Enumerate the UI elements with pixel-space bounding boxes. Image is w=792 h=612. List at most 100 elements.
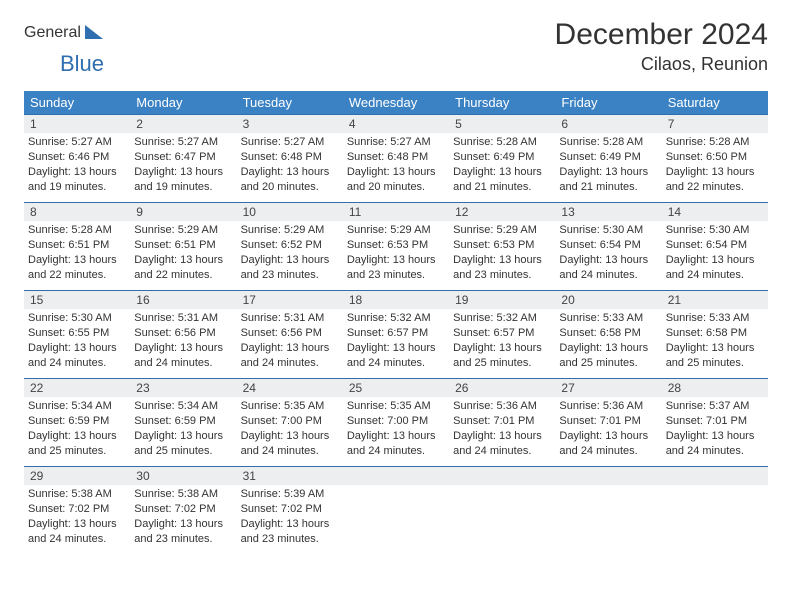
day-cell: 12Sunrise: 5:29 AMSunset: 6:53 PMDayligh…: [449, 203, 555, 291]
day-number: 30: [130, 467, 236, 485]
day-info: Sunrise: 5:27 AMSunset: 6:46 PMDaylight:…: [24, 133, 130, 194]
day-number: 5: [449, 115, 555, 133]
location: Cilaos, Reunion: [555, 54, 768, 75]
day-cell: 18Sunrise: 5:32 AMSunset: 6:57 PMDayligh…: [343, 291, 449, 379]
day-number: 24: [237, 379, 343, 397]
day-number: 20: [555, 291, 661, 309]
day-cell: 21Sunrise: 5:33 AMSunset: 6:58 PMDayligh…: [662, 291, 768, 379]
day-info: Sunrise: 5:35 AMSunset: 7:00 PMDaylight:…: [237, 397, 343, 458]
day-number: 6: [555, 115, 661, 133]
day-info: Sunrise: 5:33 AMSunset: 6:58 PMDaylight:…: [662, 309, 768, 370]
day-info: Sunrise: 5:32 AMSunset: 6:57 PMDaylight:…: [449, 309, 555, 370]
day-info: Sunrise: 5:36 AMSunset: 7:01 PMDaylight:…: [449, 397, 555, 458]
day-number: 14: [662, 203, 768, 221]
day-info: Sunrise: 5:37 AMSunset: 7:01 PMDaylight:…: [662, 397, 768, 458]
day-cell: 15Sunrise: 5:30 AMSunset: 6:55 PMDayligh…: [24, 291, 130, 379]
day-cell: 20Sunrise: 5:33 AMSunset: 6:58 PMDayligh…: [555, 291, 661, 379]
week-row: 22Sunrise: 5:34 AMSunset: 6:59 PMDayligh…: [24, 379, 768, 467]
week-row: 29Sunrise: 5:38 AMSunset: 7:02 PMDayligh…: [24, 467, 768, 555]
day-cell: 24Sunrise: 5:35 AMSunset: 7:00 PMDayligh…: [237, 379, 343, 467]
day-cell: 16Sunrise: 5:31 AMSunset: 6:56 PMDayligh…: [130, 291, 236, 379]
day-cell: [449, 467, 555, 555]
weekday-header: Saturday: [662, 91, 768, 115]
day-cell: 3Sunrise: 5:27 AMSunset: 6:48 PMDaylight…: [237, 115, 343, 203]
day-cell: 27Sunrise: 5:36 AMSunset: 7:01 PMDayligh…: [555, 379, 661, 467]
day-cell: 8Sunrise: 5:28 AMSunset: 6:51 PMDaylight…: [24, 203, 130, 291]
day-number: 21: [662, 291, 768, 309]
day-cell: 23Sunrise: 5:34 AMSunset: 6:59 PMDayligh…: [130, 379, 236, 467]
day-number: 16: [130, 291, 236, 309]
day-number: 4: [343, 115, 449, 133]
week-row: 1Sunrise: 5:27 AMSunset: 6:46 PMDaylight…: [24, 115, 768, 203]
day-cell: 7Sunrise: 5:28 AMSunset: 6:50 PMDaylight…: [662, 115, 768, 203]
day-number: 27: [555, 379, 661, 397]
weekday-header: Tuesday: [237, 91, 343, 115]
day-number: [662, 467, 768, 485]
day-info: Sunrise: 5:30 AMSunset: 6:54 PMDaylight:…: [555, 221, 661, 282]
day-number: 7: [662, 115, 768, 133]
weekday-header: Wednesday: [343, 91, 449, 115]
weekday-header: Thursday: [449, 91, 555, 115]
day-number: 26: [449, 379, 555, 397]
month-title: December 2024: [555, 18, 768, 52]
day-info: Sunrise: 5:33 AMSunset: 6:58 PMDaylight:…: [555, 309, 661, 370]
day-info: Sunrise: 5:31 AMSunset: 6:56 PMDaylight:…: [130, 309, 236, 370]
day-info: Sunrise: 5:34 AMSunset: 6:59 PMDaylight:…: [130, 397, 236, 458]
week-row: 15Sunrise: 5:30 AMSunset: 6:55 PMDayligh…: [24, 291, 768, 379]
day-cell: 6Sunrise: 5:28 AMSunset: 6:49 PMDaylight…: [555, 115, 661, 203]
day-cell: 19Sunrise: 5:32 AMSunset: 6:57 PMDayligh…: [449, 291, 555, 379]
day-cell: 28Sunrise: 5:37 AMSunset: 7:01 PMDayligh…: [662, 379, 768, 467]
day-cell: 2Sunrise: 5:27 AMSunset: 6:47 PMDaylight…: [130, 115, 236, 203]
day-cell: 14Sunrise: 5:30 AMSunset: 6:54 PMDayligh…: [662, 203, 768, 291]
day-number: 15: [24, 291, 130, 309]
day-info: Sunrise: 5:29 AMSunset: 6:51 PMDaylight:…: [130, 221, 236, 282]
day-cell: 10Sunrise: 5:29 AMSunset: 6:52 PMDayligh…: [237, 203, 343, 291]
day-info: Sunrise: 5:35 AMSunset: 7:00 PMDaylight:…: [343, 397, 449, 458]
day-cell: 11Sunrise: 5:29 AMSunset: 6:53 PMDayligh…: [343, 203, 449, 291]
week-row: 8Sunrise: 5:28 AMSunset: 6:51 PMDaylight…: [24, 203, 768, 291]
day-info: Sunrise: 5:36 AMSunset: 7:01 PMDaylight:…: [555, 397, 661, 458]
day-info: Sunrise: 5:31 AMSunset: 6:56 PMDaylight:…: [237, 309, 343, 370]
day-number: 22: [24, 379, 130, 397]
day-info: Sunrise: 5:28 AMSunset: 6:49 PMDaylight:…: [449, 133, 555, 194]
day-cell: 13Sunrise: 5:30 AMSunset: 6:54 PMDayligh…: [555, 203, 661, 291]
day-number: 19: [449, 291, 555, 309]
day-info: Sunrise: 5:32 AMSunset: 6:57 PMDaylight:…: [343, 309, 449, 370]
day-cell: 9Sunrise: 5:29 AMSunset: 6:51 PMDaylight…: [130, 203, 236, 291]
day-number: 8: [24, 203, 130, 221]
day-number: 12: [449, 203, 555, 221]
day-cell: 22Sunrise: 5:34 AMSunset: 6:59 PMDayligh…: [24, 379, 130, 467]
day-info: Sunrise: 5:38 AMSunset: 7:02 PMDaylight:…: [24, 485, 130, 546]
day-number: 2: [130, 115, 236, 133]
day-number: [555, 467, 661, 485]
day-number: 18: [343, 291, 449, 309]
day-cell: 30Sunrise: 5:38 AMSunset: 7:02 PMDayligh…: [130, 467, 236, 555]
day-cell: 29Sunrise: 5:38 AMSunset: 7:02 PMDayligh…: [24, 467, 130, 555]
calendar-body: 1Sunrise: 5:27 AMSunset: 6:46 PMDaylight…: [24, 115, 768, 555]
day-number: 11: [343, 203, 449, 221]
day-cell: [555, 467, 661, 555]
weekday-header-row: Sunday Monday Tuesday Wednesday Thursday…: [24, 91, 768, 115]
day-cell: 1Sunrise: 5:27 AMSunset: 6:46 PMDaylight…: [24, 115, 130, 203]
day-number: 23: [130, 379, 236, 397]
logo-text-general: General: [24, 24, 81, 42]
title-block: December 2024 Cilaos, Reunion: [555, 18, 768, 75]
day-info: Sunrise: 5:29 AMSunset: 6:53 PMDaylight:…: [343, 221, 449, 282]
day-cell: 4Sunrise: 5:27 AMSunset: 6:48 PMDaylight…: [343, 115, 449, 203]
day-number: 28: [662, 379, 768, 397]
day-cell: [662, 467, 768, 555]
day-info: Sunrise: 5:27 AMSunset: 6:48 PMDaylight:…: [237, 133, 343, 194]
day-info: Sunrise: 5:34 AMSunset: 6:59 PMDaylight:…: [24, 397, 130, 458]
day-info: Sunrise: 5:30 AMSunset: 6:55 PMDaylight:…: [24, 309, 130, 370]
day-info: Sunrise: 5:28 AMSunset: 6:50 PMDaylight:…: [662, 133, 768, 194]
day-cell: 25Sunrise: 5:35 AMSunset: 7:00 PMDayligh…: [343, 379, 449, 467]
day-info: Sunrise: 5:30 AMSunset: 6:54 PMDaylight:…: [662, 221, 768, 282]
logo-text-blue: Blue: [24, 51, 104, 76]
day-info: Sunrise: 5:39 AMSunset: 7:02 PMDaylight:…: [237, 485, 343, 546]
day-info: Sunrise: 5:29 AMSunset: 6:53 PMDaylight:…: [449, 221, 555, 282]
day-info: Sunrise: 5:29 AMSunset: 6:52 PMDaylight:…: [237, 221, 343, 282]
day-number: [343, 467, 449, 485]
logo: General: [24, 18, 103, 42]
weekday-header: Sunday: [24, 91, 130, 115]
day-number: 25: [343, 379, 449, 397]
